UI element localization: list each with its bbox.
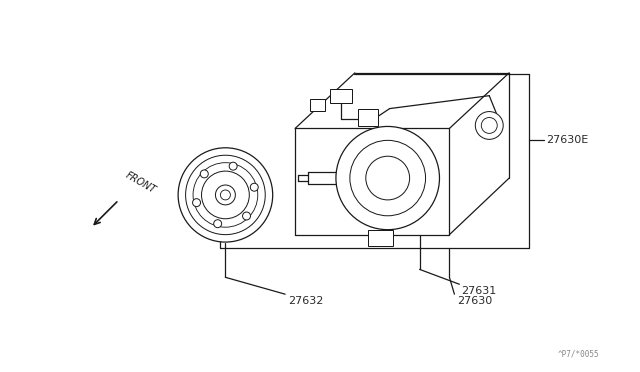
Text: ^P7/*0055: ^P7/*0055: [558, 349, 600, 358]
Ellipse shape: [229, 162, 237, 170]
Ellipse shape: [250, 183, 259, 191]
Ellipse shape: [200, 170, 208, 178]
Ellipse shape: [193, 163, 258, 227]
Ellipse shape: [220, 190, 230, 200]
Text: 27631: 27631: [461, 286, 497, 296]
Polygon shape: [368, 230, 393, 246]
Ellipse shape: [186, 155, 265, 235]
Ellipse shape: [178, 148, 273, 242]
Polygon shape: [330, 89, 352, 103]
Text: 27630: 27630: [458, 296, 493, 306]
Text: 27630E: 27630E: [546, 135, 588, 145]
Ellipse shape: [350, 140, 426, 216]
Polygon shape: [310, 99, 325, 110]
Ellipse shape: [214, 220, 221, 228]
Ellipse shape: [216, 185, 236, 205]
Ellipse shape: [336, 126, 440, 230]
Ellipse shape: [476, 112, 503, 140]
Ellipse shape: [366, 156, 410, 200]
Ellipse shape: [202, 171, 250, 219]
Ellipse shape: [243, 212, 250, 220]
Text: FRONT: FRONT: [124, 170, 157, 195]
Text: 27632: 27632: [288, 296, 323, 306]
Ellipse shape: [193, 199, 200, 206]
Polygon shape: [358, 109, 378, 126]
Ellipse shape: [481, 118, 497, 134]
